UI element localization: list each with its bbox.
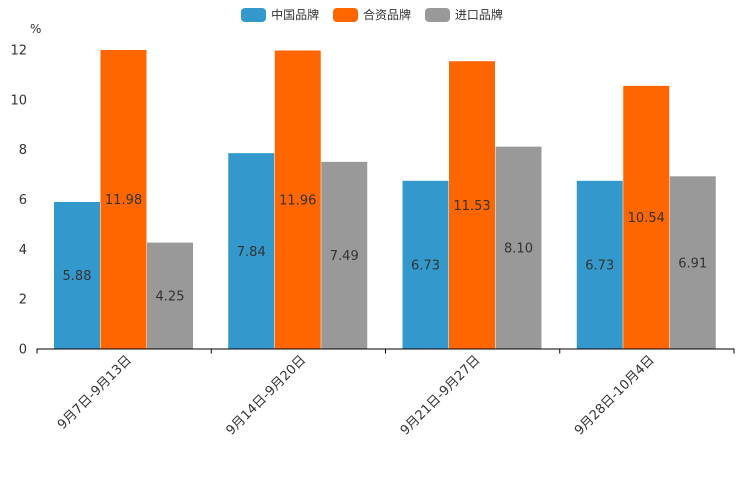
bar-import-brand	[669, 176, 716, 349]
legend-item-import-brand[interactable]: 进口品牌	[424, 6, 503, 23]
bar-value-label: 10.54	[628, 211, 665, 226]
x-category-label: 9月28日-10月4日	[572, 353, 658, 439]
chart-marks: 0 2 4 6 8 10 12 5.88 11.98 4.25 7.84 11.96 7.49 6.73 1…	[10, 44, 735, 439]
legend-item-china-brand[interactable]: 中国品牌	[241, 6, 319, 23]
bar-value-label: 11.96	[279, 193, 316, 208]
bar-value-label: 11.98	[105, 193, 142, 208]
legend-label-import-brand: 进口品牌	[454, 8, 503, 22]
bar-china-brand	[54, 201, 100, 349]
bar-joint-venture-brand	[623, 85, 670, 349]
y-tick-label: 6	[19, 193, 27, 208]
y-tick-label: 8	[19, 143, 27, 158]
x-category-label: 9月14日-9月20日	[223, 353, 309, 439]
chart-legend: 中国品牌 合资品牌 进口品牌	[0, 6, 744, 25]
bar-value-label: 7.49	[330, 249, 359, 264]
bar-china-brand	[576, 180, 623, 349]
bar-joint-venture-brand	[100, 49, 147, 349]
y-tick-label: 12	[10, 44, 27, 59]
bar-value-label: 11.53	[453, 199, 490, 214]
y-tick-label: 4	[19, 243, 27, 258]
bar-china-brand	[228, 153, 275, 349]
bar-value-label: 4.25	[156, 290, 185, 305]
bar-china-brand	[402, 180, 449, 349]
legend-swatch-joint-venture-brand	[332, 7, 358, 22]
bar-joint-venture-brand	[274, 50, 321, 349]
legend-swatch-import-brand	[424, 7, 450, 22]
y-axis-unit: %	[30, 22, 41, 36]
legend-label-china-brand: 中国品牌	[271, 8, 320, 22]
legend-swatch-china-brand	[241, 7, 267, 22]
y-tick-label: 10	[10, 93, 27, 108]
y-tick-label: 2	[19, 293, 27, 308]
x-category-label: 9月7日-9月13日	[55, 353, 135, 433]
y-tick-label: 0	[19, 343, 27, 358]
bar-import-brand	[321, 161, 368, 349]
bar-value-label: 8.10	[504, 242, 533, 257]
legend-item-joint-venture-brand[interactable]: 合资品牌	[332, 6, 411, 23]
bar-joint-venture-brand	[449, 61, 495, 349]
x-category-label: 9月21日-9月27日	[398, 353, 484, 439]
bar-value-label: 6.73	[585, 259, 614, 274]
legend-label-joint-venture-brand: 合资品牌	[362, 8, 411, 22]
bar-value-label: 6.91	[678, 256, 707, 271]
bar-value-label: 6.73	[411, 259, 440, 274]
bar-import-brand	[495, 146, 542, 349]
bar-value-label: 5.88	[63, 269, 92, 284]
bar-import-brand	[147, 242, 193, 349]
bar-value-label: 7.84	[237, 245, 266, 260]
